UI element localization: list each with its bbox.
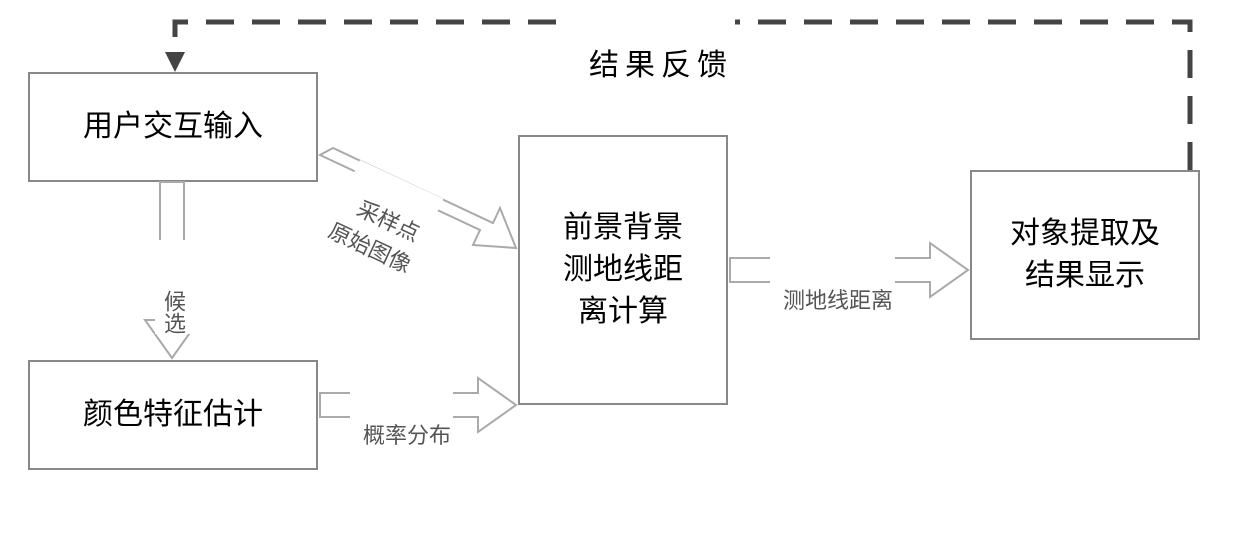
node-label: 颜色特征估计	[83, 394, 263, 436]
edge-label-feedback: 结果反馈	[560, 6, 735, 84]
node-color-estimation: 颜色特征估计	[28, 360, 318, 470]
node-label: 对象提取及 结果显示	[1010, 213, 1160, 297]
edge-label-user-to-geo: 采样点 原始图像	[322, 160, 443, 280]
edge-label-color-to-geo: 概率分布	[350, 392, 453, 450]
edge-label-geo-to-extract: 测地线距离	[770, 257, 895, 315]
node-user-input: 用户交互输入	[28, 72, 318, 182]
node-label: 用户交互输入	[83, 106, 263, 148]
edge-label-user-to-color: 候选	[155, 240, 217, 334]
node-geodesic-distance: 前景背景 测地线距 离计算	[518, 135, 728, 405]
node-extract-display: 对象提取及 结果显示	[970, 170, 1200, 340]
node-label: 前景背景 测地线距 离计算	[563, 207, 683, 333]
